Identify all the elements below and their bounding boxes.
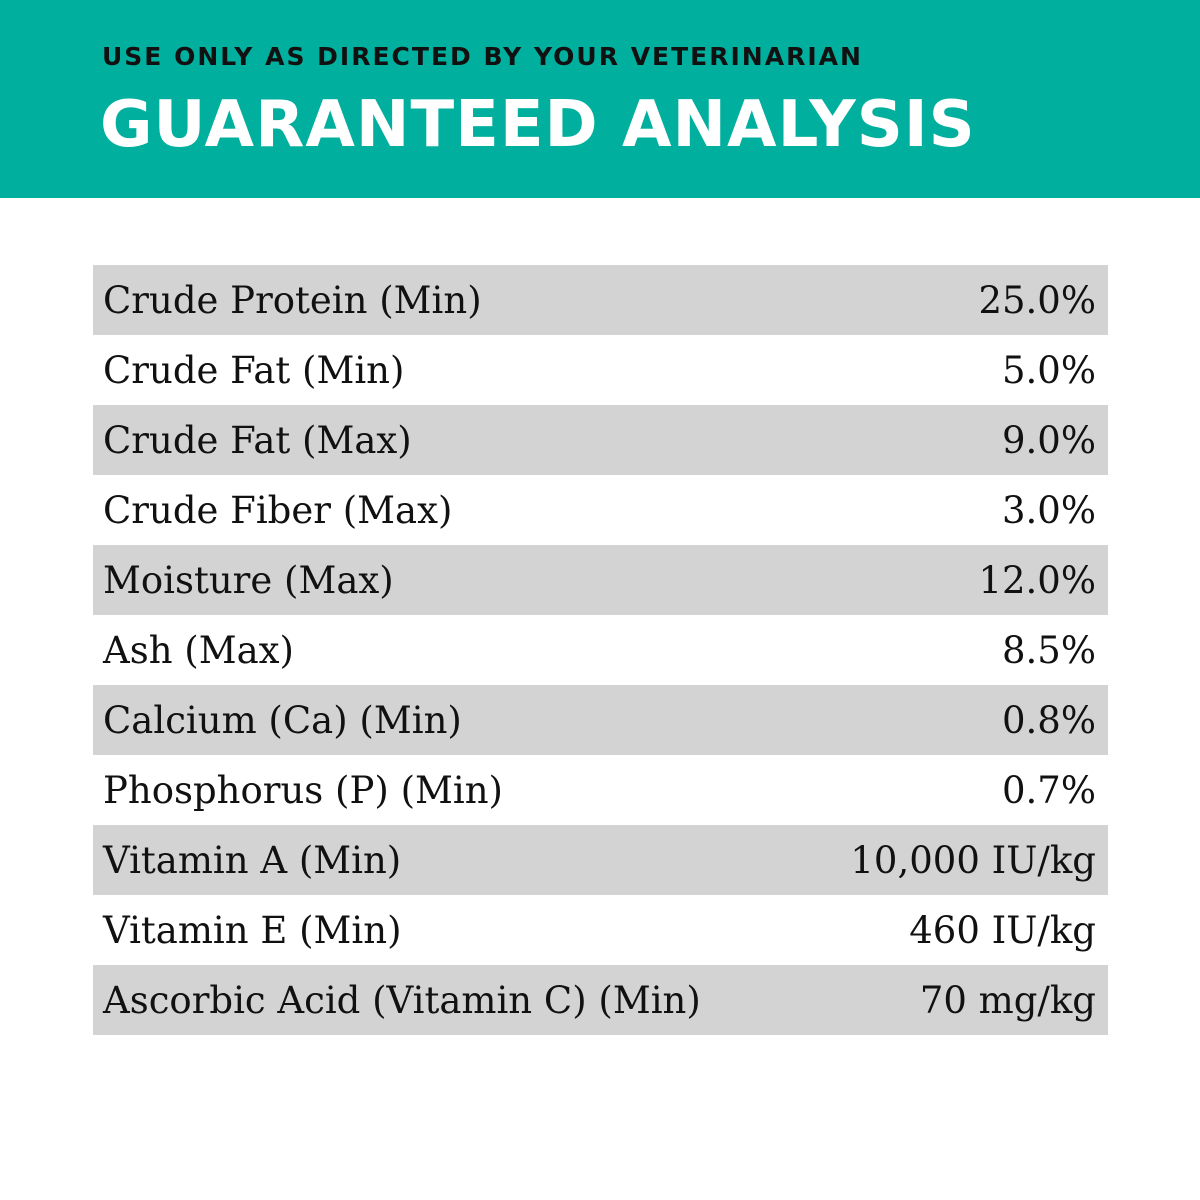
- nutrient-value: 8.5%: [1002, 628, 1096, 672]
- nutrient-value: 3.0%: [1002, 488, 1096, 532]
- analysis-table: Crude Protein (Min) 25.0% Crude Fat (Min) 5…: [93, 265, 1108, 1035]
- table-row: Crude Fat (Min) 5.0%: [93, 335, 1108, 405]
- table-row: Ash (Max) 8.5%: [93, 615, 1108, 685]
- nutrient-value: 5.0%: [1002, 348, 1096, 392]
- nutrient-name: Vitamin A (Min): [103, 838, 402, 882]
- table-row: Crude Fiber (Max) 3.0%: [93, 475, 1108, 545]
- nutrient-name: Ash (Max): [103, 628, 294, 672]
- nutrient-value: 12.0%: [978, 558, 1096, 602]
- nutrient-name: Phosphorus (P) (Min): [103, 768, 503, 812]
- nutrient-value: 70 mg/kg: [919, 978, 1096, 1022]
- nutrient-value: 10,000 IU/kg: [850, 838, 1096, 882]
- table-row: Vitamin A (Min) 10,000 IU/kg: [93, 825, 1108, 895]
- table-row: Ascorbic Acid (Vitamin C) (Min) 70 mg/kg: [93, 965, 1108, 1035]
- nutrient-value: 25.0%: [978, 278, 1096, 322]
- nutrient-name: Crude Fat (Min): [103, 348, 405, 392]
- title: GUARANTEED ANALYSIS: [100, 88, 976, 162]
- nutrient-name: Moisture (Max): [103, 558, 394, 602]
- nutrient-value: 460 IU/kg: [909, 908, 1096, 952]
- subtitle: USE ONLY AS DIRECTED BY YOUR VETERINARIA…: [102, 42, 863, 71]
- nutrient-name: Ascorbic Acid (Vitamin C) (Min): [103, 978, 701, 1022]
- table-row: Phosphorus (P) (Min) 0.7%: [93, 755, 1108, 825]
- nutrient-name: Crude Fat (Max): [103, 418, 412, 462]
- table-row: Calcium (Ca) (Min) 0.8%: [93, 685, 1108, 755]
- nutrient-name: Vitamin E (Min): [103, 908, 402, 952]
- header-band: USE ONLY AS DIRECTED BY YOUR VETERINARIA…: [0, 0, 1200, 198]
- nutrient-value: 0.8%: [1002, 698, 1096, 742]
- nutrient-name: Calcium (Ca) (Min): [103, 698, 462, 742]
- table-row: Vitamin E (Min) 460 IU/kg: [93, 895, 1108, 965]
- nutrient-value: 0.7%: [1002, 768, 1096, 812]
- table-row: Crude Protein (Min) 25.0%: [93, 265, 1108, 335]
- nutrient-name: Crude Protein (Min): [103, 278, 482, 322]
- nutrient-name: Crude Fiber (Max): [103, 488, 453, 532]
- nutrient-value: 9.0%: [1002, 418, 1096, 462]
- table-row: Moisture (Max) 12.0%: [93, 545, 1108, 615]
- table-row: Crude Fat (Max) 9.0%: [93, 405, 1108, 475]
